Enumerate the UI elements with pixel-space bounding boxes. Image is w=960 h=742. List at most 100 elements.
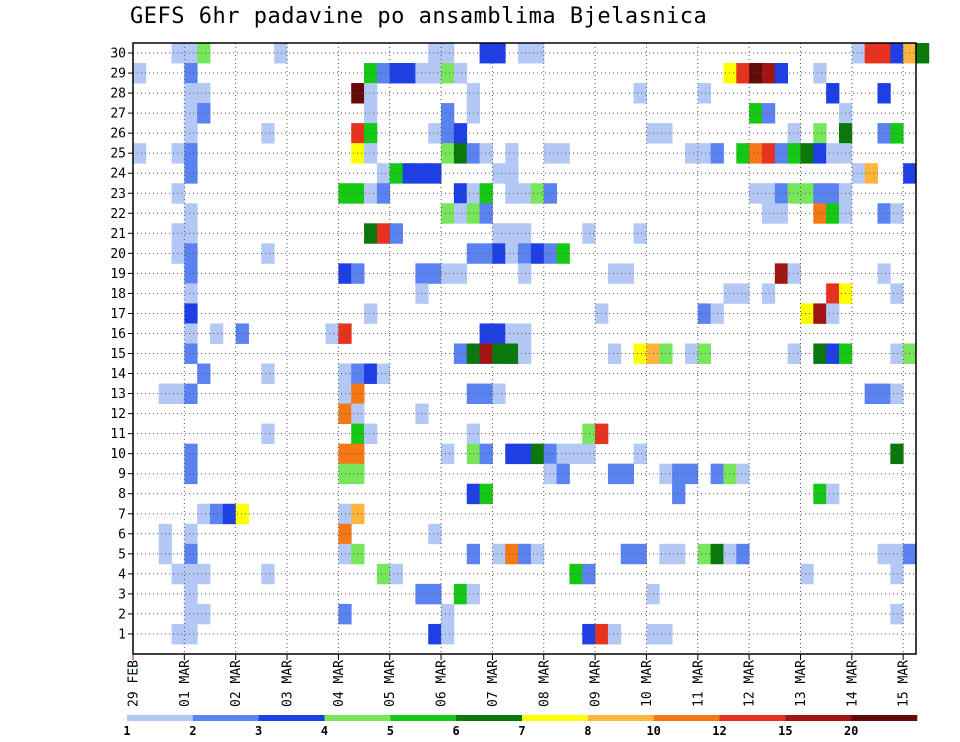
heatmap-cell: [441, 123, 455, 144]
heatmap-cell: [582, 423, 596, 445]
y-tick-label: 5: [118, 547, 126, 562]
plot-frame: [132, 42, 917, 655]
heatmap-cell: [479, 343, 493, 364]
y-tick-label: 29: [110, 67, 126, 82]
heatmap-cell: [415, 283, 429, 304]
heatmap-cell: [761, 143, 776, 164]
heatmap-cell: [441, 103, 455, 124]
heatmap-cell: [364, 123, 378, 144]
x-tick-labels: 29 FEB 01 MAR 02 MAR 03 MAR 04 MAR 05 MAR 06 M…: [127, 654, 912, 707]
heatmap-cell: [607, 623, 622, 645]
y-tick-label: 1: [118, 627, 126, 642]
heatmap-cell: [749, 63, 763, 84]
heatmap-cell: [492, 43, 506, 64]
heatmap-cell: [415, 63, 429, 84]
colorbar-swatch: [324, 715, 391, 721]
heatmap-cell: [890, 603, 904, 625]
heatmap-cell: [620, 463, 635, 485]
heatmap-cell: [761, 103, 776, 124]
y-tick-label: 17: [110, 307, 126, 322]
heatmap-cell: [505, 243, 519, 264]
heatmap-cell: [184, 123, 198, 144]
heatmap-cell: [171, 243, 185, 264]
heatmap-cell: [505, 443, 519, 465]
heatmap-cell: [428, 43, 442, 64]
heatmap-cell: [505, 163, 519, 184]
colorbar-label: 1: [123, 724, 130, 738]
heatmap-cell: [184, 323, 198, 344]
heatmap-cell: [736, 283, 750, 304]
heatmap-cell: [376, 63, 391, 84]
heatmap-cell: [428, 163, 442, 184]
heatmap-cell: [453, 63, 468, 84]
heatmap-cell: [556, 443, 570, 465]
heatmap-cell: [787, 123, 801, 144]
heatmap-cell: [453, 183, 468, 204]
heatmap-cell: [813, 143, 827, 164]
y-tick-label: 14: [110, 367, 126, 382]
heatmap-cell: [800, 563, 814, 585]
heatmap-cell: [672, 463, 686, 485]
heatmap-cell: [184, 303, 198, 324]
heatmap-cell: [620, 263, 635, 284]
heatmap-cell: [736, 463, 750, 485]
heatmap-cell: [428, 123, 442, 144]
heatmap-cell: [428, 523, 442, 545]
y-tick-label: 13: [110, 387, 126, 402]
colorbar-label: 15: [778, 724, 792, 738]
heatmap-cell: [761, 203, 776, 224]
heatmap-cell: [364, 363, 378, 384]
heatmap-cell: [890, 343, 904, 364]
heatmap-cell: [864, 383, 878, 404]
heatmap-cell: [184, 43, 198, 64]
heatmap-cell: [736, 63, 750, 84]
heatmap-cell: [184, 63, 198, 84]
heatmap-cell: [749, 103, 763, 124]
heatmap-cell: [569, 443, 583, 465]
heatmap-cell: [479, 443, 493, 465]
heatmap-cell: [184, 143, 198, 164]
heatmap-cell: [684, 343, 699, 364]
colorbar: 1 2 3 4 5 6 7 8 10 12 15 20: [123, 715, 918, 738]
heatmap-cell: [620, 543, 635, 565]
colorbar-swatch: [522, 715, 589, 721]
heatmap-cell: [543, 443, 557, 465]
heatmap-cell: [890, 203, 904, 224]
heatmap-cell: [749, 183, 763, 204]
heatmap-cell: [787, 343, 801, 364]
heatmap-cell: [813, 123, 827, 144]
heatmap-cell: [184, 243, 198, 264]
heatmap-cell: [492, 383, 506, 404]
y-tick-label: 22: [110, 207, 126, 222]
heatmap-cell: [864, 43, 878, 64]
heatmap-cell: [441, 63, 455, 84]
y-tick-label: 26: [110, 127, 126, 142]
heatmap-cell: [518, 323, 532, 344]
heatmap-cell: [364, 223, 378, 244]
y-tick-label: 27: [110, 107, 126, 122]
heatmap-cell: [364, 143, 378, 164]
heatmap-cell: [453, 143, 468, 164]
heatmap-cell: [479, 483, 493, 505]
heatmap-cell: [184, 603, 198, 625]
heatmap-cell: [684, 463, 699, 485]
heatmap-cell: [890, 543, 904, 565]
colorbar-swatch: [390, 715, 457, 721]
heatmap-cell: [171, 623, 185, 645]
heatmap-cell: [851, 163, 866, 184]
colorbar-label: 10: [646, 724, 660, 738]
heatmap-cell: [492, 223, 506, 244]
colorbar-label: 8: [584, 724, 591, 738]
heatmap-cell: [890, 443, 904, 465]
heatmap-cell: [364, 303, 378, 324]
heatmap-cell: [133, 63, 147, 84]
heatmap-cell: [376, 223, 391, 244]
heatmap-cell: [364, 423, 378, 445]
colorbar-label: 7: [518, 724, 525, 738]
x-tick-label: 09 MAR: [589, 660, 604, 707]
heatmap-cell: [518, 43, 532, 64]
heatmap-cell: [736, 143, 750, 164]
axes: [132, 42, 917, 655]
heatmap-cell: [633, 83, 647, 104]
heatmap-cell: [428, 583, 442, 605]
